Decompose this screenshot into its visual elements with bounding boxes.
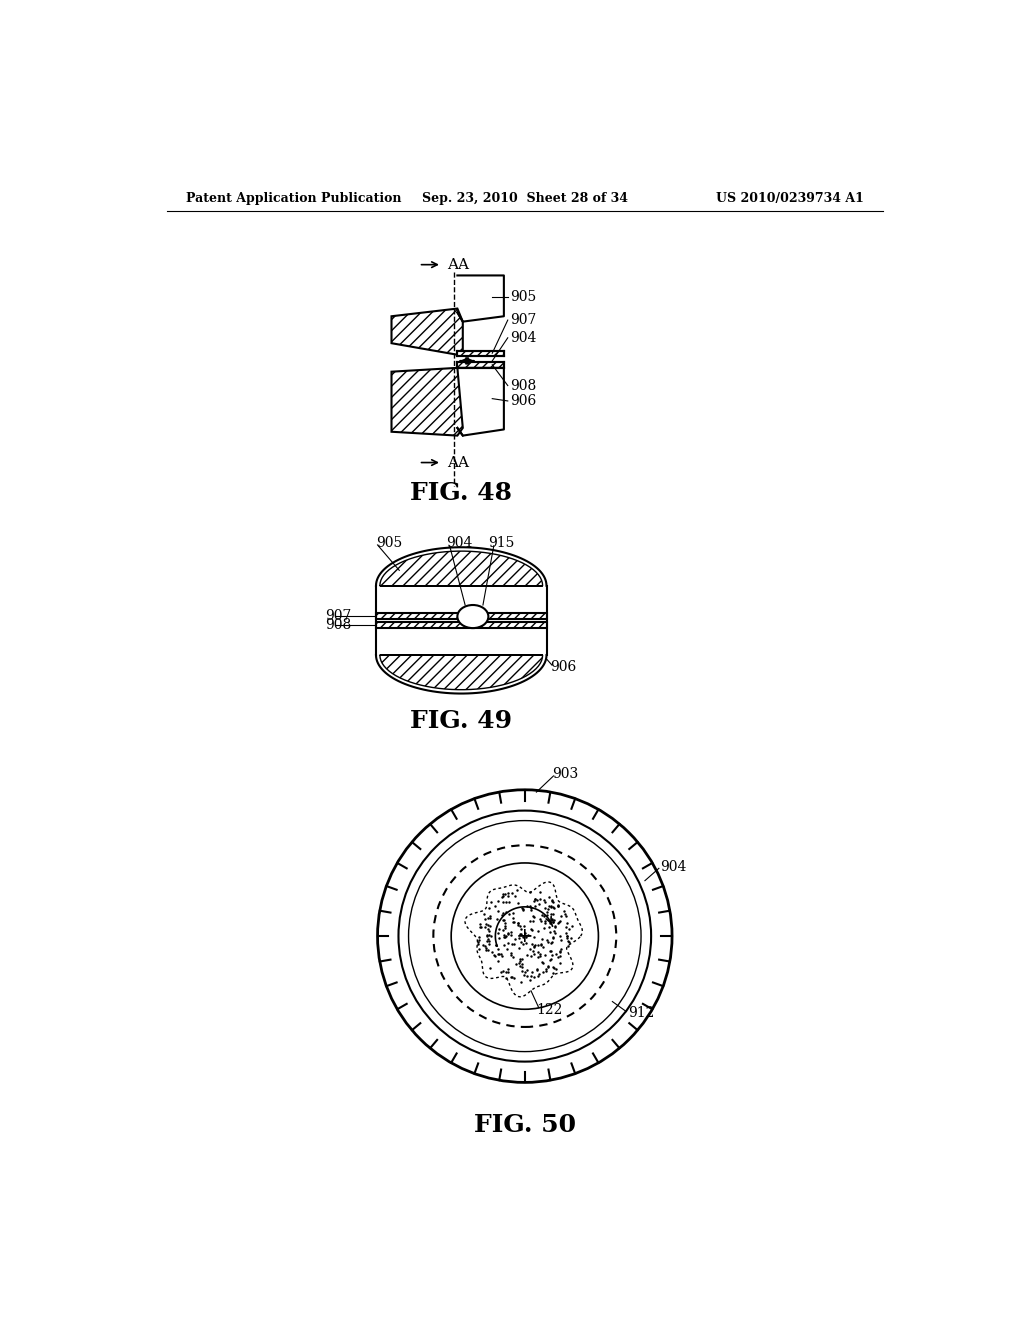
Text: FIG. 49: FIG. 49 [411,709,512,733]
Polygon shape [458,351,504,356]
Polygon shape [380,655,543,689]
Text: US 2010/0239734 A1: US 2010/0239734 A1 [717,191,864,205]
Text: FIG. 48: FIG. 48 [411,482,512,506]
Text: 905: 905 [510,290,537,304]
Circle shape [433,845,616,1027]
Text: 912: 912 [628,1006,654,1020]
Text: AA: AA [447,455,469,470]
Text: Sep. 23, 2010  Sheet 28 of 34: Sep. 23, 2010 Sheet 28 of 34 [422,191,628,205]
Text: 915: 915 [488,536,515,550]
Text: 908: 908 [510,379,537,392]
Text: 907: 907 [510,313,537,327]
Text: 906: 906 [550,660,577,673]
Ellipse shape [458,605,488,628]
Circle shape [378,789,672,1082]
Text: 906: 906 [510,393,537,408]
Polygon shape [380,552,543,586]
Circle shape [398,810,651,1061]
Text: 907: 907 [326,609,352,623]
Text: 904: 904 [660,859,687,874]
Circle shape [409,821,641,1052]
Polygon shape [376,622,547,628]
Circle shape [452,863,598,1010]
Text: 904: 904 [445,536,472,550]
Polygon shape [391,309,463,355]
Text: +: + [516,927,534,945]
Polygon shape [458,363,504,368]
Text: 122: 122 [537,1003,563,1016]
Polygon shape [391,368,463,436]
Text: Patent Application Publication: Patent Application Publication [186,191,401,205]
Text: FIG. 50: FIG. 50 [474,1113,575,1137]
Text: 903: 903 [552,767,579,781]
Text: 908: 908 [326,618,352,632]
Text: 905: 905 [376,536,402,550]
Text: 904: 904 [510,331,537,345]
Text: AA: AA [447,257,469,272]
Polygon shape [376,612,547,619]
